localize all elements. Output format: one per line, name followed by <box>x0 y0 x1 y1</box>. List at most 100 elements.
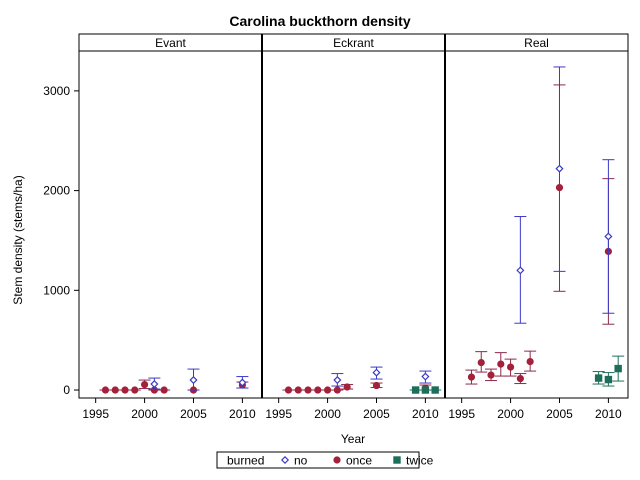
legend-title: burned <box>227 454 264 468</box>
point-once-marker <box>372 381 381 390</box>
point-no-marker <box>280 455 290 465</box>
data-point <box>592 371 605 385</box>
series-no <box>514 66 615 324</box>
data-point <box>475 351 488 373</box>
panel-real: Real 1995 2000 2005 2010 <box>444 33 629 421</box>
x-tick-label: 2005 <box>180 407 207 421</box>
legend-item-once: once <box>333 454 372 468</box>
point-once-marker <box>111 386 119 394</box>
point-twice-marker <box>393 456 401 464</box>
point-no-marker <box>372 368 381 377</box>
data-point <box>485 368 498 382</box>
legend-box <box>216 451 420 469</box>
data-point <box>514 373 527 385</box>
point-once-marker <box>121 386 129 394</box>
point-once-marker <box>487 371 495 379</box>
x-tick-label: 2000 <box>314 407 341 421</box>
point-once-marker <box>294 386 302 394</box>
panel-frame <box>78 50 263 399</box>
panel-eckrant: Eckrant 1995 2000 2005 2010 <box>261 33 446 421</box>
x-tick-label: 2010 <box>595 407 622 421</box>
point-once-marker <box>101 386 110 394</box>
point-once-marker <box>314 386 322 394</box>
point-twice-marker <box>421 386 430 394</box>
point-once-marker <box>343 383 351 391</box>
data-point <box>494 352 507 377</box>
data-point <box>148 377 161 390</box>
point-no-marker <box>604 232 613 241</box>
panels-group: Evant 1995 2000 2005 2010 Eckrant 1995 2000 2005… <box>78 33 629 421</box>
panel-evant: Evant 1995 2000 2005 2010 <box>78 33 263 421</box>
legend: burned no once twice <box>216 451 434 469</box>
x-tick-label: 2005 <box>546 407 573 421</box>
legend-item-no: no <box>280 454 308 468</box>
series-once <box>282 381 432 394</box>
panel-label: Eckrant <box>333 36 374 50</box>
data-point <box>370 366 383 380</box>
point-once-marker <box>140 380 149 389</box>
y-axis: 0 1000 2000 3000 <box>43 84 79 397</box>
data-point <box>514 216 527 324</box>
point-no-marker <box>516 266 525 275</box>
data-point <box>553 66 566 272</box>
point-twice-marker <box>604 375 613 384</box>
data-point <box>465 369 478 385</box>
y-tick-label: 1000 <box>43 283 70 297</box>
series-once <box>99 379 249 394</box>
data-point <box>138 379 151 390</box>
point-once-marker <box>304 386 312 394</box>
point-no-marker <box>150 379 159 389</box>
point-no-marker <box>238 378 247 387</box>
point-no-marker <box>333 376 342 385</box>
data-point <box>602 372 615 387</box>
point-once-marker <box>323 386 332 394</box>
point-once-marker <box>284 386 293 394</box>
panel-label: Real <box>524 36 549 50</box>
point-once-marker <box>160 386 168 394</box>
panel-frame <box>444 50 629 399</box>
point-once-marker <box>333 456 341 464</box>
data-point <box>341 383 354 391</box>
panel-frame <box>261 50 446 399</box>
x-tick-label: 1995 <box>448 407 475 421</box>
x-tick-label: 2010 <box>412 407 439 421</box>
point-no-marker <box>421 372 430 381</box>
point-once-marker <box>477 359 485 367</box>
point-once-marker <box>526 358 534 366</box>
x-tick-label: 2000 <box>497 407 524 421</box>
point-no-marker <box>189 376 198 385</box>
point-once-marker <box>516 374 524 383</box>
x-tick-label: 2005 <box>363 407 390 421</box>
series-no <box>148 368 249 391</box>
y-tick-label: 0 <box>63 383 70 397</box>
legend-item-twice: twice <box>393 454 434 468</box>
data-point <box>419 370 432 384</box>
data-point <box>602 159 615 314</box>
data-point <box>236 376 249 389</box>
data-point <box>187 368 200 391</box>
point-twice-marker <box>431 386 439 394</box>
legend-label: once <box>346 454 372 468</box>
point-no-marker <box>555 164 564 173</box>
data-point <box>429 386 442 394</box>
data-point <box>331 386 344 394</box>
data-point <box>370 381 383 390</box>
point-once-marker <box>131 386 139 394</box>
x-axis-label: Year <box>341 432 365 446</box>
series-twice <box>592 355 625 387</box>
point-twice-marker <box>411 386 420 394</box>
series-twice <box>409 386 442 394</box>
point-once-marker <box>333 386 341 394</box>
point-twice-marker <box>594 374 603 382</box>
x-tick-label: 2010 <box>229 407 256 421</box>
data-point <box>158 386 171 394</box>
legend-label: twice <box>406 454 434 468</box>
point-once-marker <box>506 363 515 371</box>
series-no <box>331 366 432 387</box>
x-tick-label: 1995 <box>82 407 109 421</box>
point-twice-marker <box>614 364 622 373</box>
x-tick-label: 1995 <box>265 407 292 421</box>
panel-label: Evant <box>155 36 186 50</box>
y-tick-label: 3000 <box>43 84 70 98</box>
